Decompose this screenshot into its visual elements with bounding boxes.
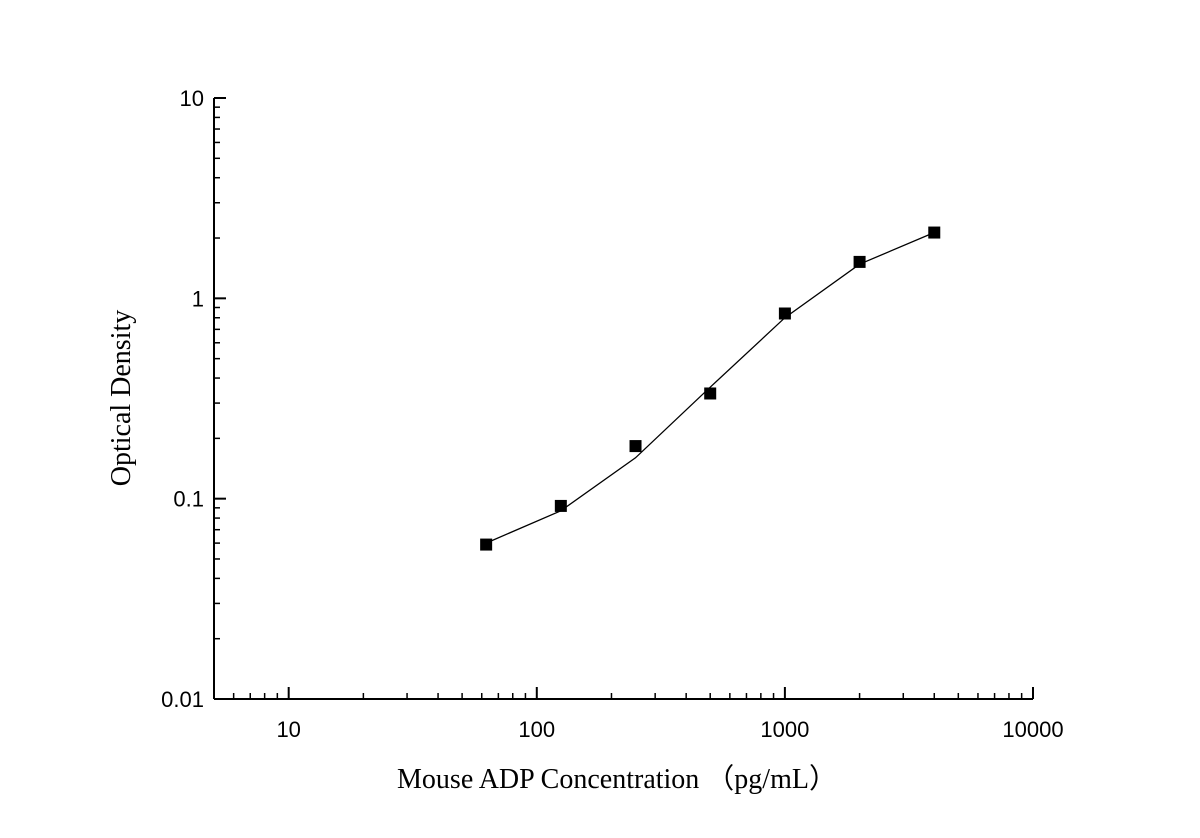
y-tick-label: 1 xyxy=(192,286,204,311)
x-tick-label: 10 xyxy=(276,717,300,742)
y-tick-label: 10 xyxy=(180,86,204,111)
x-tick-label: 100 xyxy=(518,717,555,742)
data-point xyxy=(853,255,866,268)
y-axis-title: Optical Density xyxy=(106,310,137,487)
y-tick-label: 0.01 xyxy=(161,687,204,712)
data-point xyxy=(480,538,493,551)
ticks: 10 100 1000 10000 0.01 0.1 1 10 xyxy=(161,86,1063,742)
axes xyxy=(213,98,1033,700)
x-tick-label: 1000 xyxy=(760,717,809,742)
data-point xyxy=(704,387,717,400)
x-axis-title: Mouse ADP Concentration （pg/mL） xyxy=(397,763,837,795)
data-point xyxy=(778,307,791,320)
x-tick-label: 10000 xyxy=(1002,717,1063,742)
data-point xyxy=(629,440,642,453)
marks xyxy=(480,226,941,551)
y-tick-label: 0.1 xyxy=(173,487,204,512)
data-point xyxy=(928,226,941,239)
data-point xyxy=(554,499,567,512)
